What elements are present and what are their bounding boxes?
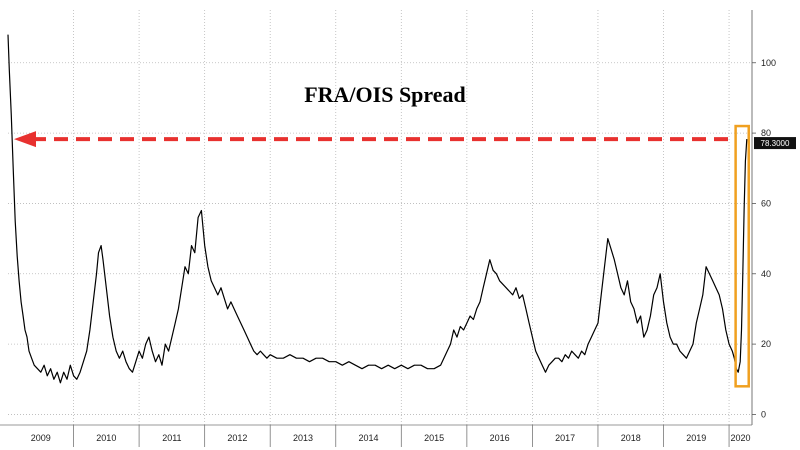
grid xyxy=(8,10,752,425)
y-tick-label: 20 xyxy=(761,339,771,349)
x-tick-label: 2020 xyxy=(731,433,751,443)
y-tick-label: 100 xyxy=(761,58,776,68)
y-tick-label: 60 xyxy=(761,198,771,208)
series-line xyxy=(7,34,748,384)
chart-title: FRA/OIS Spread xyxy=(304,82,466,107)
x-tick-label: 2014 xyxy=(359,433,379,443)
x-tick-label: 2011 xyxy=(162,433,181,443)
x-tick-label: 2019 xyxy=(686,433,706,443)
annotations: 78.3000 xyxy=(14,124,796,388)
x-tick-label: 2012 xyxy=(227,433,247,443)
x-tick-label: 2018 xyxy=(621,433,641,443)
axes: 2009 2010 2011 2012 2013 2014 2015 2016 2017 2018… xyxy=(0,10,776,447)
y-tick-label: 80 xyxy=(761,128,771,138)
series-layer xyxy=(7,34,748,384)
last-value-badge xyxy=(754,137,796,150)
x-tick-label: 2015 xyxy=(424,433,444,443)
y-tick-label: 40 xyxy=(761,269,771,279)
x-tick-label: 2017 xyxy=(555,433,575,443)
x-tick-label: 2016 xyxy=(490,433,510,443)
reference-arrow-head xyxy=(14,131,36,148)
y-tick-label: 0 xyxy=(761,409,766,419)
highlight-box xyxy=(734,124,750,388)
x-tick-label: 2009 xyxy=(31,433,51,443)
last-value-label: 78.3000 xyxy=(761,139,790,148)
x-tick-label: 2013 xyxy=(293,433,313,443)
x-tick-label: 2010 xyxy=(96,433,116,443)
